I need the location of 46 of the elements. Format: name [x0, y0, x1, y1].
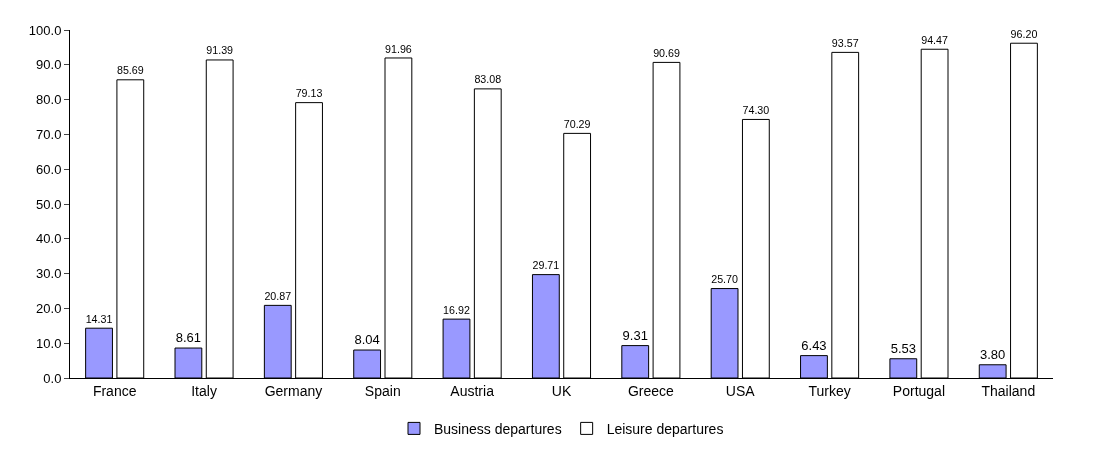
data-label: 16.92 — [443, 303, 470, 316]
data-label: 91.39 — [206, 44, 234, 57]
y-tick-label: 80.0 — [36, 92, 62, 108]
x-tick-label: Portugal — [892, 382, 946, 399]
data-label: 20.87 — [264, 289, 292, 302]
data-label: 93.57 — [831, 36, 859, 49]
data-label: 85.69 — [116, 64, 144, 77]
x-tick-label: Germany — [264, 382, 323, 399]
y-tick-label: 90.0 — [36, 57, 62, 73]
data-label: 6.43 — [801, 337, 827, 353]
x-tick-label: USA — [725, 382, 756, 399]
x-tick-label: Turkey — [808, 382, 851, 399]
data-label: 14.31 — [85, 312, 113, 325]
data-label: 90.69 — [653, 46, 680, 59]
data-label: 83.08 — [474, 73, 502, 86]
data-label: 29.71 — [532, 259, 560, 272]
data-label: 79.13 — [295, 87, 323, 100]
data-label: 3.80 — [980, 346, 1006, 362]
y-tick-label: 0.0 — [43, 370, 62, 386]
y-tick-label: 100.0 — [28, 22, 62, 38]
y-tick-label: 40.0 — [36, 231, 62, 247]
data-label: 8.04 — [354, 332, 380, 348]
data-label: 91.96 — [385, 42, 412, 55]
y-tick-label: 30.0 — [36, 266, 62, 282]
x-tick-label: Greece — [627, 382, 675, 399]
y-tick-label: 50.0 — [36, 196, 62, 212]
legend-label: Leisure departures — [606, 420, 724, 437]
x-tick-label: France — [92, 382, 137, 399]
legend-label: Business departures — [434, 420, 562, 437]
y-tick-label: 60.0 — [36, 161, 62, 177]
data-label: 8.61 — [175, 330, 202, 346]
y-tick-label: 20.0 — [36, 300, 62, 316]
y-tick-label: 70.0 — [36, 126, 62, 142]
x-tick-label: Austria — [450, 382, 495, 399]
x-tick-label: UK — [551, 382, 572, 399]
x-tick-label: Thailand — [981, 382, 1036, 399]
x-tick-label: Spain — [364, 382, 401, 399]
data-label: 25.70 — [711, 273, 739, 286]
data-label: 74.30 — [742, 103, 770, 116]
data-label: 9.31 — [622, 327, 648, 343]
data-label: 5.53 — [890, 340, 916, 356]
data-label: 96.20 — [1010, 27, 1038, 40]
data-label: 94.47 — [921, 33, 949, 46]
x-tick-label: Italy — [191, 382, 217, 399]
data-label: 70.29 — [563, 117, 591, 130]
y-tick-label: 10.0 — [36, 335, 62, 351]
